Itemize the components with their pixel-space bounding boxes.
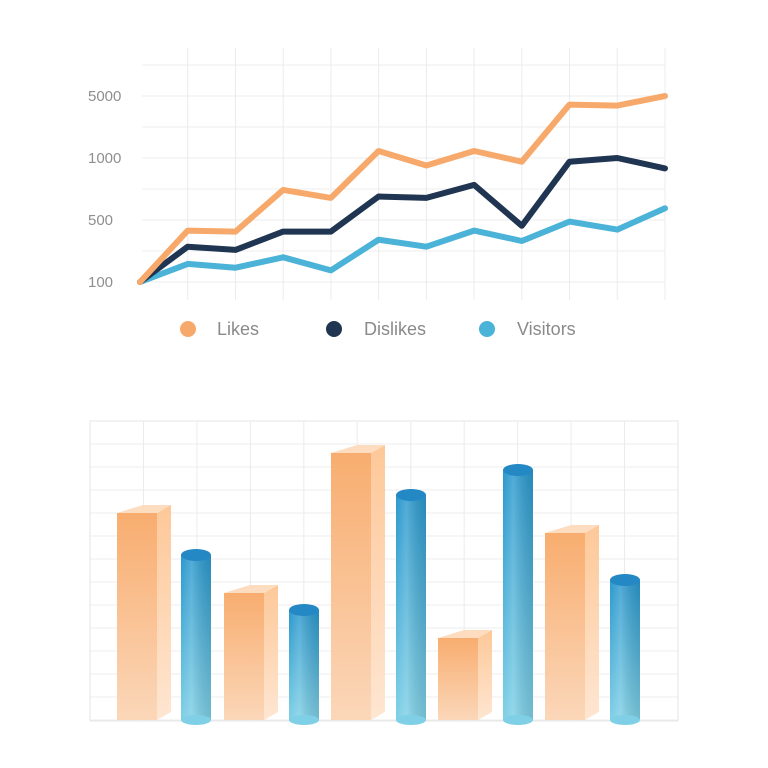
y-tick-label: 100 (88, 274, 113, 291)
bar-cylinder-top (181, 549, 211, 561)
line-chart: 5000 1000 500 100 Likes Dislikes Visitor… (88, 48, 668, 339)
bar-cylinder-base (610, 715, 640, 725)
legend-marker-dislikes (326, 321, 342, 337)
bar-side-face (585, 525, 599, 720)
bar-group (117, 445, 640, 725)
bar (331, 445, 385, 720)
bar-front-face (545, 533, 585, 720)
line-series-visitors (137, 205, 668, 285)
bar (289, 604, 319, 725)
bar-side-face (157, 505, 171, 720)
legend-label-dislikes: Dislikes (364, 319, 426, 339)
line-series-likes (137, 93, 668, 285)
bar-cylinder-top (503, 464, 533, 476)
bar (545, 525, 599, 720)
y-tick-label: 1000 (88, 150, 121, 167)
bar (117, 505, 171, 720)
line-series-dislikes (137, 155, 668, 285)
bar-cylinder-top (610, 574, 640, 586)
bar-top-face (331, 445, 385, 453)
bar-chart (89, 420, 679, 725)
line-series-group (137, 93, 668, 285)
bar-cylinder-shade (289, 610, 319, 720)
bar-top-face (438, 630, 492, 638)
bar-side-face (264, 585, 278, 720)
bar (224, 585, 278, 720)
bar-top-face (117, 505, 171, 513)
legend-label-likes: Likes (217, 319, 259, 339)
legend-marker-likes (180, 321, 196, 337)
bar-top-face (545, 525, 599, 533)
bar-cylinder-top (396, 489, 426, 501)
bar-side-face (478, 630, 492, 720)
legend: Likes Dislikes Visitors (180, 319, 576, 339)
bar (503, 464, 533, 725)
bar-cylinder-base (396, 715, 426, 725)
bar-cylinder-shade (181, 555, 211, 720)
bar-cylinder-base (289, 715, 319, 725)
bar-front-face (117, 513, 157, 720)
bar-front-face (438, 638, 478, 720)
line-chart-grid (142, 48, 666, 300)
legend-label-visitors: Visitors (517, 319, 576, 339)
bar-front-face (224, 593, 264, 720)
bar-side-face (371, 445, 385, 720)
bar-cylinder-base (503, 715, 533, 725)
bar-cylinder-shade (610, 580, 640, 720)
line-chart-y-ticks: 5000 1000 500 100 (88, 88, 121, 291)
bar-top-face (224, 585, 278, 593)
bar (181, 549, 211, 725)
bar (396, 489, 426, 725)
bar-cylinder-shade (396, 495, 426, 720)
bar-cylinder-shade (503, 470, 533, 720)
bar (610, 574, 640, 725)
y-tick-label: 5000 (88, 88, 121, 105)
bar (438, 630, 492, 720)
bar-front-face (331, 453, 371, 720)
legend-marker-visitors (479, 321, 495, 337)
bar-cylinder-base (181, 715, 211, 725)
y-tick-label: 500 (88, 212, 113, 229)
bar-cylinder-top (289, 604, 319, 616)
